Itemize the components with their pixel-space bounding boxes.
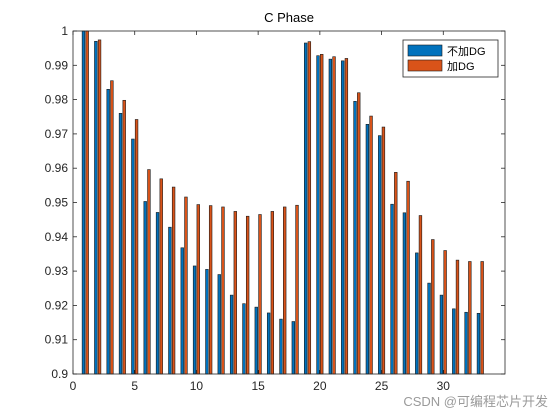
bar-series1-12	[217, 274, 221, 375]
watermark-text: CSDN @可编程芯片开发	[403, 394, 548, 409]
bar-series2-7	[159, 178, 163, 375]
bar-series1-13	[229, 294, 234, 375]
bar-series1-29	[427, 282, 431, 375]
bar-series1-31	[452, 308, 456, 375]
bar-series1-20	[316, 55, 320, 375]
bar-series2-33	[480, 261, 484, 375]
bar-series2-29	[431, 239, 435, 375]
x-tick-label: 30	[437, 379, 451, 393]
bar-series1-32	[464, 311, 468, 375]
legend-label-1: 不加DG	[447, 45, 486, 58]
bar-series2-28	[418, 215, 423, 375]
x-tick-label: 25	[375, 379, 389, 393]
bar-series1-18	[291, 321, 295, 375]
bar-series1-26	[390, 203, 394, 375]
bar-series2-11	[208, 205, 213, 375]
y-tick-label: 0.9	[51, 367, 68, 381]
chart-title: C Phase	[264, 10, 314, 25]
bar-series1-11	[205, 269, 209, 375]
y-tick-label: 0.92	[45, 298, 69, 312]
bar-series1-21	[328, 58, 333, 375]
bar-series2-16	[270, 211, 275, 375]
bar-series2-12	[221, 206, 225, 375]
x-tick-label: 0	[70, 379, 77, 393]
x-tick-label: 5	[131, 379, 138, 393]
bar-series1-6	[143, 201, 147, 375]
bar-series1-28	[415, 252, 419, 375]
bar-series1-10	[192, 265, 197, 375]
bar-series1-22	[341, 60, 345, 375]
bar-series2-13	[233, 211, 237, 375]
axes: 0 5 10 15 20 25 30 0.9 0.91 0.92 0.93 0.94 0.95 0.96 0…	[45, 24, 506, 393]
bar-series2-18	[295, 204, 299, 375]
bar-series2-4	[122, 99, 126, 375]
bar-series1-33	[476, 312, 481, 375]
bar-series1-27	[402, 212, 407, 375]
x-tick-label: 10	[190, 379, 204, 393]
bar-series1-7	[155, 212, 160, 375]
bar-series1-4	[118, 113, 123, 375]
bar-series1-2	[94, 40, 98, 375]
bar-series2-30	[443, 250, 447, 375]
bar-series2-3	[110, 80, 114, 375]
bar-series2-22	[344, 58, 349, 375]
bar-series2-6	[147, 169, 151, 375]
bar-series1-24	[365, 124, 370, 375]
legend-swatch-2	[407, 59, 443, 72]
bar-series2-2	[97, 39, 102, 375]
bar-series2-27	[406, 180, 410, 375]
y-tick-label: 0.98	[45, 93, 69, 107]
bar-series2-14	[245, 215, 250, 375]
bar-series2-5	[134, 119, 139, 375]
bar-series1-1	[81, 30, 86, 375]
bar-series2-23	[357, 92, 361, 375]
y-tick-label: 0.94	[45, 230, 69, 244]
bar-series2-24	[369, 115, 373, 375]
bar-series2-25	[381, 126, 386, 375]
y-tick-label: 0.91	[45, 333, 69, 347]
legend-label-2: 加DG	[447, 60, 475, 73]
bar-series2-15	[258, 214, 262, 375]
bar-series2-31	[455, 259, 460, 375]
bar-series2-26	[394, 172, 398, 375]
bar-series1-17	[279, 318, 283, 375]
y-tick-label: 0.93	[45, 264, 69, 278]
x-tick-label: 15	[251, 379, 265, 393]
legend-swatch-1	[407, 44, 443, 57]
bar-series2-20	[320, 54, 324, 375]
bar-series2-32	[468, 261, 472, 375]
bar-series2-17	[283, 206, 287, 375]
bar-series1-30	[439, 294, 444, 375]
bar-series2-21	[332, 56, 336, 375]
bar-series2-9	[184, 196, 188, 375]
x-tick-label: 20	[313, 379, 327, 393]
bar-series1-15	[254, 306, 258, 375]
bar-series1-5	[131, 138, 135, 375]
bar-series1-14	[242, 303, 246, 375]
bar-series1-16	[266, 312, 271, 375]
y-tick-label: 0.95	[45, 196, 69, 210]
y-tick-label: 0.97	[45, 127, 69, 141]
bar-series2-1	[85, 30, 89, 375]
bar-series2-10	[196, 204, 200, 375]
legend: 不加DG 加DG	[402, 39, 499, 78]
bar-series1-23	[353, 101, 357, 375]
bar-series2-19	[307, 41, 312, 375]
y-tick-label: 0.99	[45, 58, 69, 72]
bar-series1-8	[168, 226, 172, 375]
bar-series1-3	[106, 89, 110, 375]
bar-series1-25	[378, 135, 382, 375]
bar-series1-19	[304, 42, 308, 375]
bar-series2-8	[171, 186, 176, 375]
bar-series1-9	[180, 247, 184, 375]
y-tick-label: 0.96	[45, 161, 69, 175]
y-tick-label: 1	[61, 24, 68, 38]
